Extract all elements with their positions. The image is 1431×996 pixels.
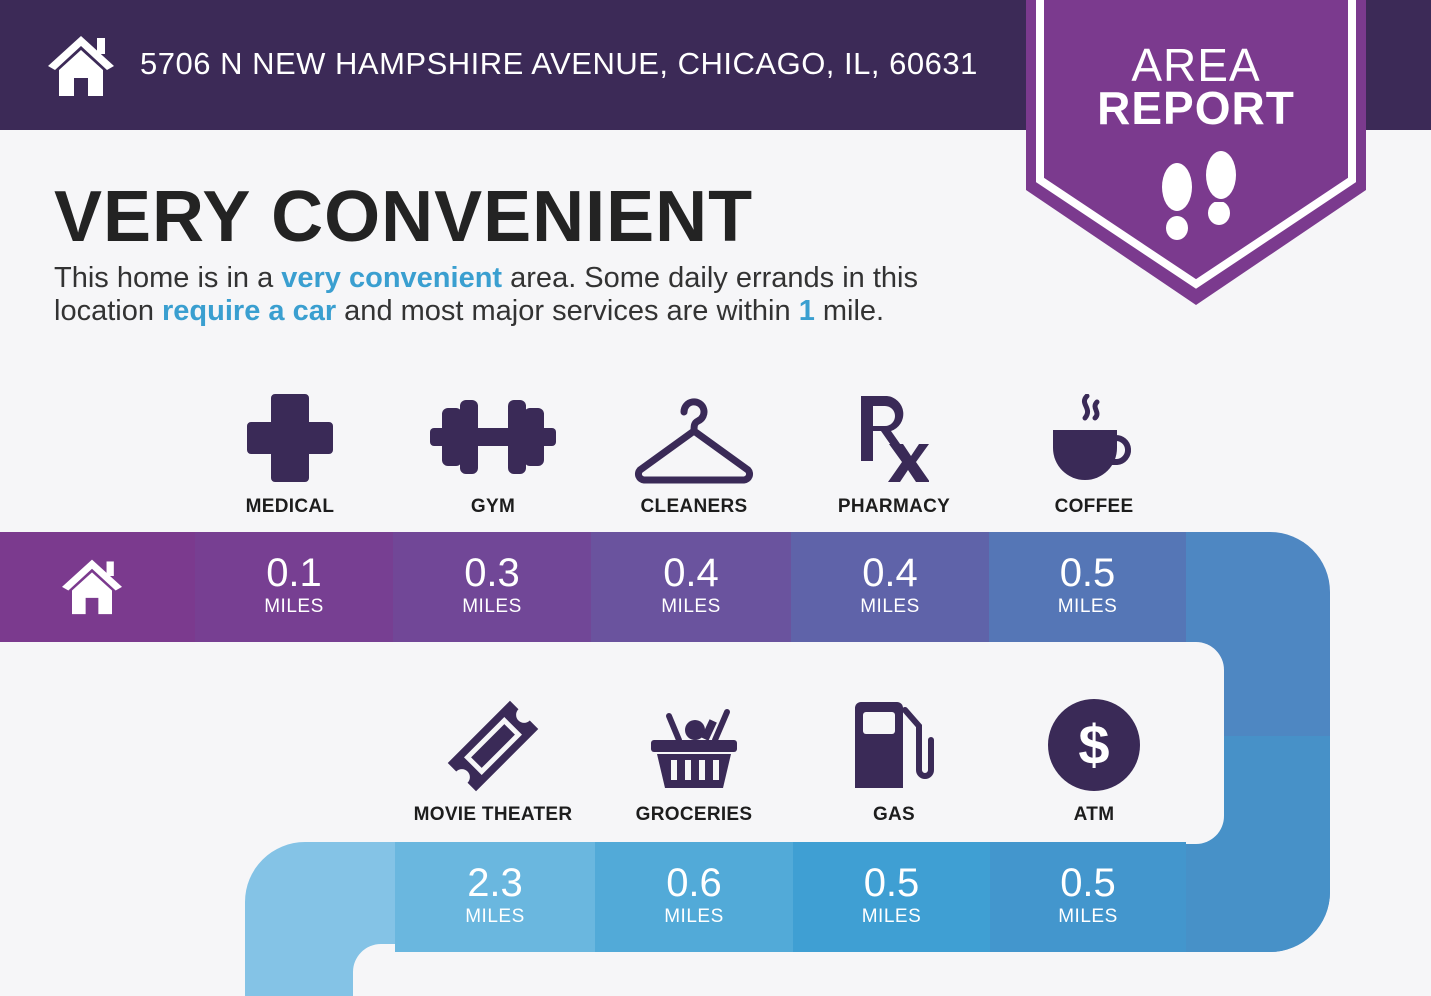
distance-cell-cleaners: 0.4 MILES <box>591 532 791 642</box>
distance-value: 2.3 <box>467 861 523 905</box>
start-cell <box>0 532 195 642</box>
label-pharmacy: PHARMACY <box>837 496 951 517</box>
label-groceries: GROCERIES <box>635 804 753 825</box>
dumbbell-icon <box>393 398 593 476</box>
desc-highlight-1: very convenient <box>281 262 503 294</box>
label-gym: GYM <box>470 496 516 517</box>
distance-cell-pharmacy: 0.4 MILES <box>791 532 989 642</box>
distance-value: 0.4 <box>862 551 918 595</box>
distance-unit: MILES <box>465 906 525 927</box>
label-atm: ATM <box>1073 804 1115 825</box>
distance-unit: MILES <box>1057 596 1118 617</box>
ticket-icon <box>393 698 593 794</box>
home-icon <box>48 36 114 96</box>
desc-text-2: area. Some daily errands in this locatio… <box>54 262 918 327</box>
dollar-icon: $ <box>994 698 1194 792</box>
distance-unit: MILES <box>664 906 724 927</box>
route-path <box>245 532 1330 996</box>
desc-highlight-3: 1 <box>798 295 815 327</box>
area-report-badge <box>1026 0 1366 305</box>
distance-value: 0.5 <box>1059 551 1116 595</box>
distance-value: 0.5 <box>863 861 920 905</box>
distance-cell-movie-theater: 2.3 MILES <box>395 842 595 952</box>
label-coffee: COFFEE <box>1054 496 1134 517</box>
distance-unit: MILES <box>861 906 922 927</box>
distance-cell-atm: 0.5 MILES <box>990 842 1186 952</box>
hanger-icon <box>594 394 794 484</box>
distance-cell-medical: 0.1 MILES <box>195 532 393 642</box>
distance-cell-groceries: 0.6 MILES <box>595 842 793 952</box>
badge-line-1: AREA <box>1131 39 1261 91</box>
label-medical: MEDICAL <box>245 496 335 517</box>
distance-unit: MILES <box>661 596 721 617</box>
description: This home is in a very convenient area. … <box>54 262 1014 328</box>
distance-cell-gas: 0.5 MILES <box>793 842 990 952</box>
grocery-basket-icon <box>594 700 794 790</box>
distance-value: 0.3 <box>464 551 520 595</box>
desc-highlight-2: require a car <box>162 295 337 327</box>
distance-unit: MILES <box>860 596 920 617</box>
label-gas: GAS <box>872 804 916 825</box>
desc-text-1: This home is in a <box>54 262 282 294</box>
badge-title: AREA REPORT <box>1026 39 1366 134</box>
distance-value: 0.1 <box>266 551 322 595</box>
distance-value: 0.5 <box>1060 861 1116 905</box>
distance-cell-coffee: 0.5 MILES <box>989 532 1186 642</box>
page-title: VERY CONVENIENT <box>54 177 754 257</box>
medical-cross-icon <box>190 392 390 482</box>
desc-text-3: and most major services are within <box>336 295 799 327</box>
badge-line-2: REPORT <box>1097 82 1295 134</box>
label-cleaners: CLEANERS <box>640 496 748 517</box>
distance-unit: MILES <box>1058 906 1118 927</box>
desc-text-4: mile. <box>814 295 885 327</box>
svg-text:$: $ <box>1078 713 1109 776</box>
footprints-icon <box>1162 151 1236 240</box>
home-icon <box>62 559 122 615</box>
coffee-cup-icon <box>994 394 1194 484</box>
rx-icon <box>794 394 994 484</box>
distance-unit: MILES <box>264 596 324 617</box>
distance-unit: MILES <box>462 596 522 617</box>
label-movie-theater: MOVIE THEATER <box>413 804 573 825</box>
distance-value: 0.6 <box>666 861 722 905</box>
distance-cell-gym: 0.3 MILES <box>393 532 591 642</box>
gas-pump-icon <box>794 700 994 790</box>
distance-value: 0.4 <box>663 551 719 595</box>
address: 5706 N NEW HAMPSHIRE AVENUE, CHICAGO, IL… <box>140 46 978 81</box>
